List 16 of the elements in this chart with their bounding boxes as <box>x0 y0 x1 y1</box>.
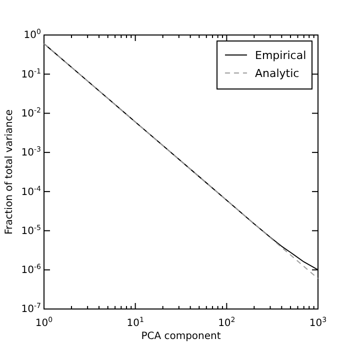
x-tick-label: 10$^{1}$ <box>126 316 144 330</box>
legend-label: Empirical <box>255 49 306 62</box>
y-axis-title: Fraction of total variance <box>4 109 15 235</box>
y-tick-label: 10$^{0}$ <box>24 28 41 42</box>
x-tick-label: 10$^{0}$ <box>35 316 53 330</box>
y-tick-label: 10$^{-6}$ <box>21 263 42 276</box>
y-tick-label: 10$^{-7}$ <box>21 302 41 316</box>
x-tick-label: 10$^{2}$ <box>218 316 236 330</box>
x-tick-label: 10$^{3}$ <box>309 316 327 330</box>
y-tick-label: 10$^{-5}$ <box>21 224 41 237</box>
x-axis-title: PCA component <box>141 331 221 342</box>
y-tick-label: 10$^{-4}$ <box>21 184 42 198</box>
y-tick-label: 10$^{-1}$ <box>21 67 41 80</box>
y-tick-label: 10$^{-2}$ <box>21 106 41 120</box>
y-tick-label: 10$^{-3}$ <box>21 146 41 159</box>
legend-label: Analytic <box>255 67 300 80</box>
